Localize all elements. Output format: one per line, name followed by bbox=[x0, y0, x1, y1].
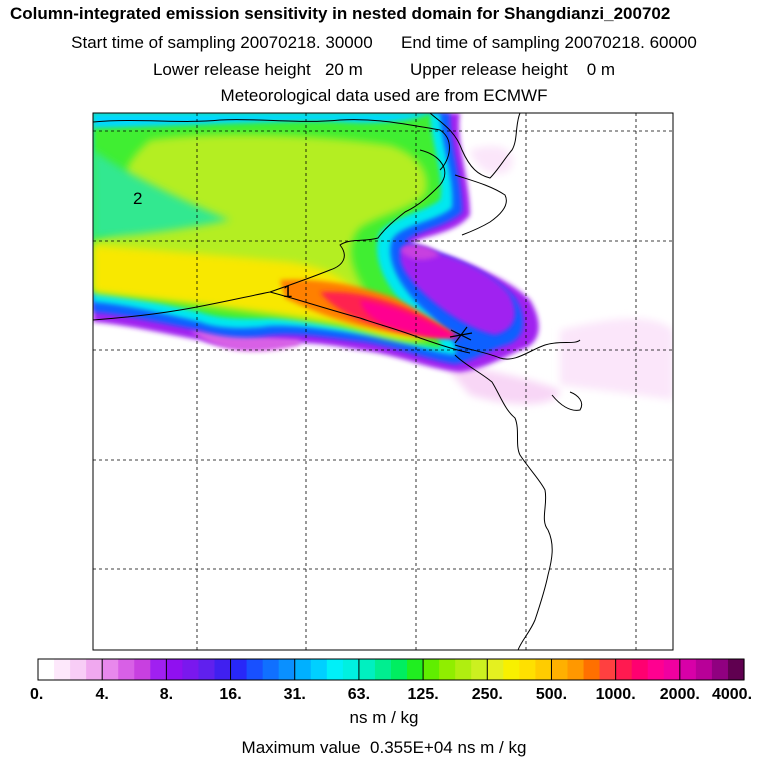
coastline-borders bbox=[93, 113, 583, 650]
contour-label-1: 1 bbox=[283, 282, 292, 301]
colorbar-tick-label: 1000. bbox=[596, 686, 636, 703]
colorbar-swatch bbox=[423, 659, 440, 680]
colorbar-swatch bbox=[551, 659, 569, 680]
colorbar-tick-label: 2000. bbox=[660, 686, 700, 703]
colorbar-swatch bbox=[342, 659, 360, 680]
colorbar-swatch bbox=[487, 659, 504, 680]
colorbar-swatch bbox=[326, 659, 344, 680]
colorbar-swatch bbox=[38, 659, 55, 680]
colorbar-tick-label: 0. bbox=[30, 686, 43, 703]
colorbar-ticks: 0. 4. 8. 16. 31. 63. 125. 250. 500. 1000. 2000. 400… bbox=[30, 659, 752, 703]
release-heights: Lower release height 20 m Upper release … bbox=[0, 60, 768, 80]
max-label: Maximum value bbox=[241, 738, 361, 757]
colorbar-swatch bbox=[439, 659, 456, 680]
colorbar-swatch bbox=[166, 659, 184, 680]
colorbar-tick-label: 4000. bbox=[712, 686, 752, 703]
colorbar-swatch bbox=[134, 659, 151, 680]
colorbar-swatch bbox=[727, 659, 745, 680]
colorbar-swatch bbox=[599, 659, 617, 680]
colorbar-swatch bbox=[230, 659, 248, 680]
maximum-value: Maximum value 0.355E+04 ns m / kg bbox=[0, 738, 768, 758]
colorbar-swatch bbox=[246, 659, 264, 680]
colorbar-swatch bbox=[262, 659, 280, 680]
receptor-star-icon bbox=[449, 326, 473, 344]
colorbar-tick-label: 125. bbox=[408, 686, 439, 703]
colorbar-swatch bbox=[198, 659, 216, 680]
colorbar-tick-label: 4. bbox=[96, 686, 109, 703]
colorbar-swatch bbox=[535, 659, 553, 680]
colorbar-swatch bbox=[391, 659, 408, 680]
colorbar-swatch bbox=[118, 659, 135, 680]
colorbar-swatch bbox=[471, 659, 488, 680]
met-data-line: Meteorological data used are from ECMWF bbox=[220, 86, 548, 105]
colorbar-swatch bbox=[679, 659, 697, 680]
colorbar-swatch bbox=[567, 659, 585, 680]
colorbar-swatch bbox=[182, 659, 200, 680]
colorbar-swatch bbox=[631, 659, 649, 680]
colorbar-swatch bbox=[70, 659, 87, 680]
colorbar-tick-label: 63. bbox=[348, 686, 370, 703]
map-frame bbox=[92, 112, 674, 651]
colorbar-tick-label: 500. bbox=[536, 686, 567, 703]
colorbar bbox=[38, 659, 745, 680]
max-number: 0.355E+04 ns m / kg bbox=[370, 738, 527, 757]
colorbar-swatch bbox=[102, 659, 119, 680]
lower-value: 20 m bbox=[324, 60, 363, 79]
upper-value: 0 m bbox=[586, 60, 616, 79]
sampling-times: Start time of sampling 20070218. 30000 E… bbox=[0, 33, 768, 53]
colorbar-swatch bbox=[54, 659, 71, 680]
colorbar-swatch bbox=[374, 659, 392, 680]
colorbar-swatch bbox=[150, 659, 167, 680]
colorbar-swatch bbox=[455, 659, 472, 680]
lat-lon-grid bbox=[93, 113, 673, 650]
colorbar-tick-label: 250. bbox=[472, 686, 503, 703]
colorbar-swatch bbox=[86, 659, 103, 680]
colorbar-swatch bbox=[519, 659, 537, 680]
end-label: End time of sampling bbox=[401, 33, 560, 52]
colorbar-tick-label: 8. bbox=[160, 686, 173, 703]
colorbar-swatch bbox=[663, 659, 681, 680]
contour-label-2: 2 bbox=[133, 189, 142, 208]
start-value: 20070218. 30000 bbox=[240, 33, 373, 52]
colorbar-tick-label: 16. bbox=[219, 686, 241, 703]
colorbar-swatch bbox=[503, 659, 520, 680]
colorbar-swatch bbox=[278, 659, 296, 680]
colorbar-swatch bbox=[358, 659, 376, 680]
colorbar-swatch bbox=[647, 659, 665, 680]
colorbar-swatch bbox=[310, 659, 328, 680]
start-label: Start time of sampling bbox=[71, 33, 236, 52]
lower-label: Lower release height bbox=[152, 60, 311, 79]
colorbar-unit: ns m / kg bbox=[349, 708, 419, 727]
end-value: 20070218. 60000 bbox=[564, 33, 697, 52]
colorbar-swatch bbox=[294, 659, 312, 680]
sensitivity-field bbox=[93, 113, 673, 405]
colorbar-swatch bbox=[407, 659, 424, 680]
colorbar-swatch bbox=[583, 659, 601, 680]
upper-label: Upper release height bbox=[409, 60, 568, 79]
colorbar-swatch bbox=[711, 659, 729, 680]
colorbar-tick-label: 31. bbox=[284, 686, 306, 703]
colorbar-swatch bbox=[615, 659, 633, 680]
colorbar-swatch bbox=[695, 659, 713, 680]
colorbar-swatch bbox=[214, 659, 232, 680]
map-title: Column-integrated emission sensitivity i… bbox=[10, 4, 671, 23]
